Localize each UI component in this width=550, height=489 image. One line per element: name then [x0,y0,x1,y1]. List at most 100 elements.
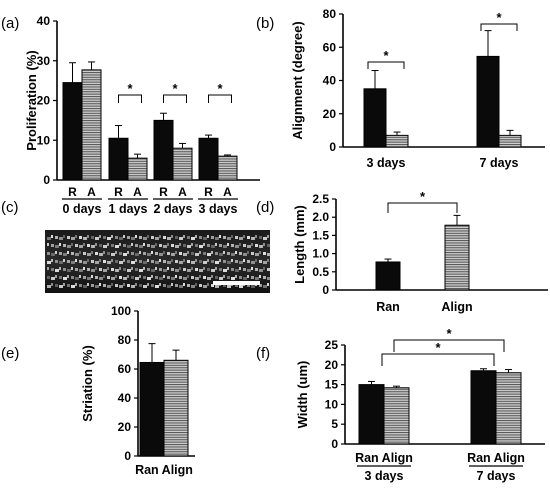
striation-dot [203,285,207,288]
striation-dot [175,251,177,254]
striation-dot [103,269,107,272]
striation-dot [163,251,165,254]
striation-dot [95,252,98,255]
striation-dot [255,244,258,247]
striation-dot [103,251,105,254]
striation-dot [115,260,118,263]
striation-dot [63,244,66,247]
striation-dot [55,275,57,278]
striation-dot [259,260,262,263]
striation-dot [119,267,121,270]
y-tick-label: 20 [323,107,337,121]
striation-dot [99,277,103,280]
striation-dot [175,236,178,239]
significance-bracket [163,94,187,103]
striation-dot [167,285,171,288]
striation-dot [171,253,175,256]
striation-dot [115,236,118,239]
striation-dot [107,276,110,279]
bar [476,55,500,148]
striation-dot [47,237,51,240]
striation-dot [63,277,67,280]
striation-dot [227,252,230,255]
striation-dot [147,244,150,247]
y-tick-label: 10 [325,397,339,411]
striation-dot [175,275,177,278]
striation-dot [207,253,211,256]
striation-dot [147,259,149,262]
striation-dot [87,244,90,247]
striation-dot [263,261,267,264]
striation-dot [87,283,89,286]
bar-label: R [68,185,77,199]
category-label: Ran [376,300,400,314]
striation-dot [159,253,163,256]
striation-dot [263,285,267,288]
striation-dot [79,260,82,263]
striation-dot [111,259,113,262]
striation-dot [119,285,123,288]
striation-dot [135,259,137,262]
category-label: Ran Align [135,463,193,477]
striation-dot [99,235,101,238]
scale-bar [213,281,260,285]
striation-dot [107,243,109,246]
striation-dot [131,267,133,270]
chart-alignment: 0 20 40 60 80 Alignment (degree) 3 days 7 days *… [290,7,545,170]
striation-dot [59,261,63,264]
striation-dot [59,252,62,255]
striation-dot [159,259,161,262]
bar [444,224,470,291]
striation-dot [135,283,137,286]
y-tick-label: 40 [37,14,51,28]
y-tick-label: 5 [331,417,338,431]
striation-dot [123,283,125,286]
striation-dot [135,277,139,280]
striation-dot [239,285,243,288]
striation-dot [199,275,201,278]
striation-dot [131,276,134,279]
striation-dot [119,243,121,246]
bar-label: A [178,185,187,199]
striation-dot [67,245,71,248]
striation-dot [155,237,159,240]
striation-dot [95,276,98,279]
striation-dot [79,275,81,278]
y-tick-label: 2.5 [312,192,329,206]
striation-dot [211,284,214,287]
striation-dot [263,243,265,246]
category-label: 3 days [199,202,238,216]
striation-dot [191,285,195,288]
striation-dot [143,285,147,288]
striation-dot [263,276,266,279]
striation-dot [207,277,211,280]
striation-dot [139,269,143,272]
striation-dot [187,260,190,263]
striation-dot [79,284,82,287]
bar-label: Ran Align [467,451,525,465]
striation-dot [215,252,218,255]
striation-dot [139,245,143,248]
striation-dot [143,267,145,270]
striation-dot [111,235,113,238]
bar [62,82,83,181]
striation-dot [111,283,113,286]
striation-dot [263,267,265,270]
striation-dot [235,245,239,248]
striation-dot [191,267,193,270]
striation-dot [251,237,255,240]
striation-dot [55,251,57,254]
striation-dot [123,253,127,256]
bar [385,134,409,148]
chart-width: 0 5 10 15 20 25 Width (um) Ran Align 3 days Ran A… [295,326,545,483]
significance-bracket [387,202,458,213]
striation-dot [51,253,55,256]
striation-dot [75,283,77,286]
category-label: 2 days [154,202,193,216]
bar-label: A [87,185,96,199]
bar [358,384,385,445]
striation-dot [259,284,262,287]
category-label: 7 days [480,156,519,170]
striation-dot [171,268,174,271]
